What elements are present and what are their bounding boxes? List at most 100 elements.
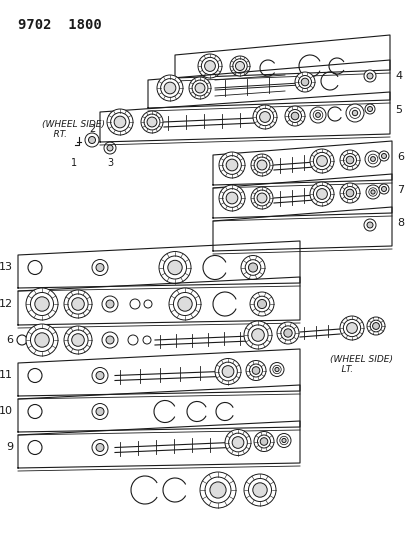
- Circle shape: [367, 73, 373, 79]
- Circle shape: [92, 367, 108, 384]
- Circle shape: [365, 151, 381, 167]
- Circle shape: [248, 263, 258, 272]
- Circle shape: [367, 317, 385, 335]
- Circle shape: [92, 403, 108, 419]
- Circle shape: [219, 152, 245, 178]
- Text: 9702  1800: 9702 1800: [18, 18, 102, 32]
- Circle shape: [164, 82, 176, 94]
- Text: (WHEEL SIDE)
    LT.: (WHEEL SIDE) LT.: [330, 355, 393, 374]
- Circle shape: [295, 72, 315, 92]
- Text: 6: 6: [397, 152, 404, 162]
- Circle shape: [254, 432, 274, 451]
- Text: 4: 4: [395, 71, 402, 81]
- Circle shape: [251, 154, 273, 176]
- Circle shape: [260, 111, 270, 123]
- Circle shape: [200, 472, 236, 508]
- Circle shape: [219, 185, 245, 211]
- Circle shape: [35, 333, 49, 347]
- Circle shape: [189, 77, 211, 99]
- Circle shape: [364, 70, 376, 82]
- Circle shape: [291, 112, 299, 120]
- Circle shape: [310, 107, 326, 123]
- Circle shape: [371, 190, 375, 194]
- Circle shape: [260, 438, 268, 445]
- Circle shape: [236, 61, 245, 70]
- Circle shape: [106, 336, 114, 344]
- Circle shape: [35, 297, 49, 311]
- Circle shape: [96, 443, 104, 451]
- Circle shape: [250, 292, 274, 316]
- Circle shape: [246, 360, 266, 381]
- Circle shape: [253, 105, 277, 129]
- Circle shape: [114, 116, 126, 128]
- Circle shape: [102, 296, 118, 312]
- Circle shape: [102, 332, 118, 348]
- Circle shape: [92, 440, 108, 456]
- Circle shape: [72, 298, 84, 310]
- Circle shape: [26, 288, 58, 320]
- Circle shape: [244, 474, 276, 506]
- Circle shape: [225, 430, 251, 456]
- Circle shape: [340, 316, 364, 340]
- Circle shape: [244, 321, 272, 349]
- Circle shape: [195, 83, 205, 93]
- Circle shape: [381, 187, 386, 191]
- Circle shape: [364, 219, 376, 231]
- Circle shape: [373, 322, 379, 329]
- Text: 8: 8: [397, 218, 404, 228]
- Circle shape: [88, 136, 95, 143]
- Text: 11: 11: [0, 370, 13, 381]
- Circle shape: [316, 189, 328, 199]
- Circle shape: [96, 263, 104, 271]
- Text: 3: 3: [107, 158, 113, 168]
- Circle shape: [252, 367, 260, 374]
- Circle shape: [277, 322, 299, 344]
- Text: 5: 5: [395, 105, 402, 115]
- Circle shape: [107, 145, 113, 151]
- Circle shape: [107, 109, 133, 135]
- Circle shape: [367, 222, 373, 228]
- Text: 2: 2: [89, 124, 95, 134]
- Circle shape: [226, 192, 238, 204]
- Circle shape: [141, 111, 163, 133]
- Circle shape: [106, 300, 114, 308]
- Circle shape: [252, 329, 264, 341]
- Circle shape: [270, 362, 284, 376]
- Circle shape: [275, 367, 279, 372]
- Circle shape: [381, 154, 386, 158]
- Text: 1: 1: [71, 158, 77, 168]
- Text: 13: 13: [0, 262, 13, 272]
- Circle shape: [232, 437, 244, 448]
- Text: 9: 9: [6, 442, 13, 453]
- Circle shape: [157, 75, 183, 101]
- Circle shape: [251, 187, 273, 209]
- Circle shape: [277, 433, 291, 448]
- Circle shape: [346, 104, 364, 122]
- Circle shape: [253, 483, 267, 497]
- Text: 6: 6: [6, 335, 13, 345]
- Circle shape: [365, 104, 375, 114]
- Circle shape: [340, 150, 360, 170]
- Circle shape: [379, 184, 389, 194]
- Circle shape: [257, 160, 267, 170]
- Text: (WHEEL SIDE)
    RT.: (WHEEL SIDE) RT.: [42, 120, 105, 140]
- Circle shape: [379, 151, 389, 161]
- Circle shape: [316, 156, 328, 166]
- Circle shape: [168, 260, 182, 274]
- Circle shape: [284, 329, 292, 337]
- Text: 10: 10: [0, 407, 13, 416]
- Circle shape: [310, 182, 334, 206]
- Text: 12: 12: [0, 299, 13, 309]
- Circle shape: [301, 78, 309, 86]
- Circle shape: [257, 193, 267, 203]
- Circle shape: [366, 185, 380, 199]
- Circle shape: [96, 408, 104, 416]
- Circle shape: [178, 297, 192, 311]
- Circle shape: [72, 334, 84, 346]
- Circle shape: [285, 106, 305, 126]
- Circle shape: [26, 324, 58, 356]
- Circle shape: [367, 107, 372, 111]
- Circle shape: [241, 255, 265, 279]
- Circle shape: [346, 156, 354, 164]
- Circle shape: [147, 117, 157, 127]
